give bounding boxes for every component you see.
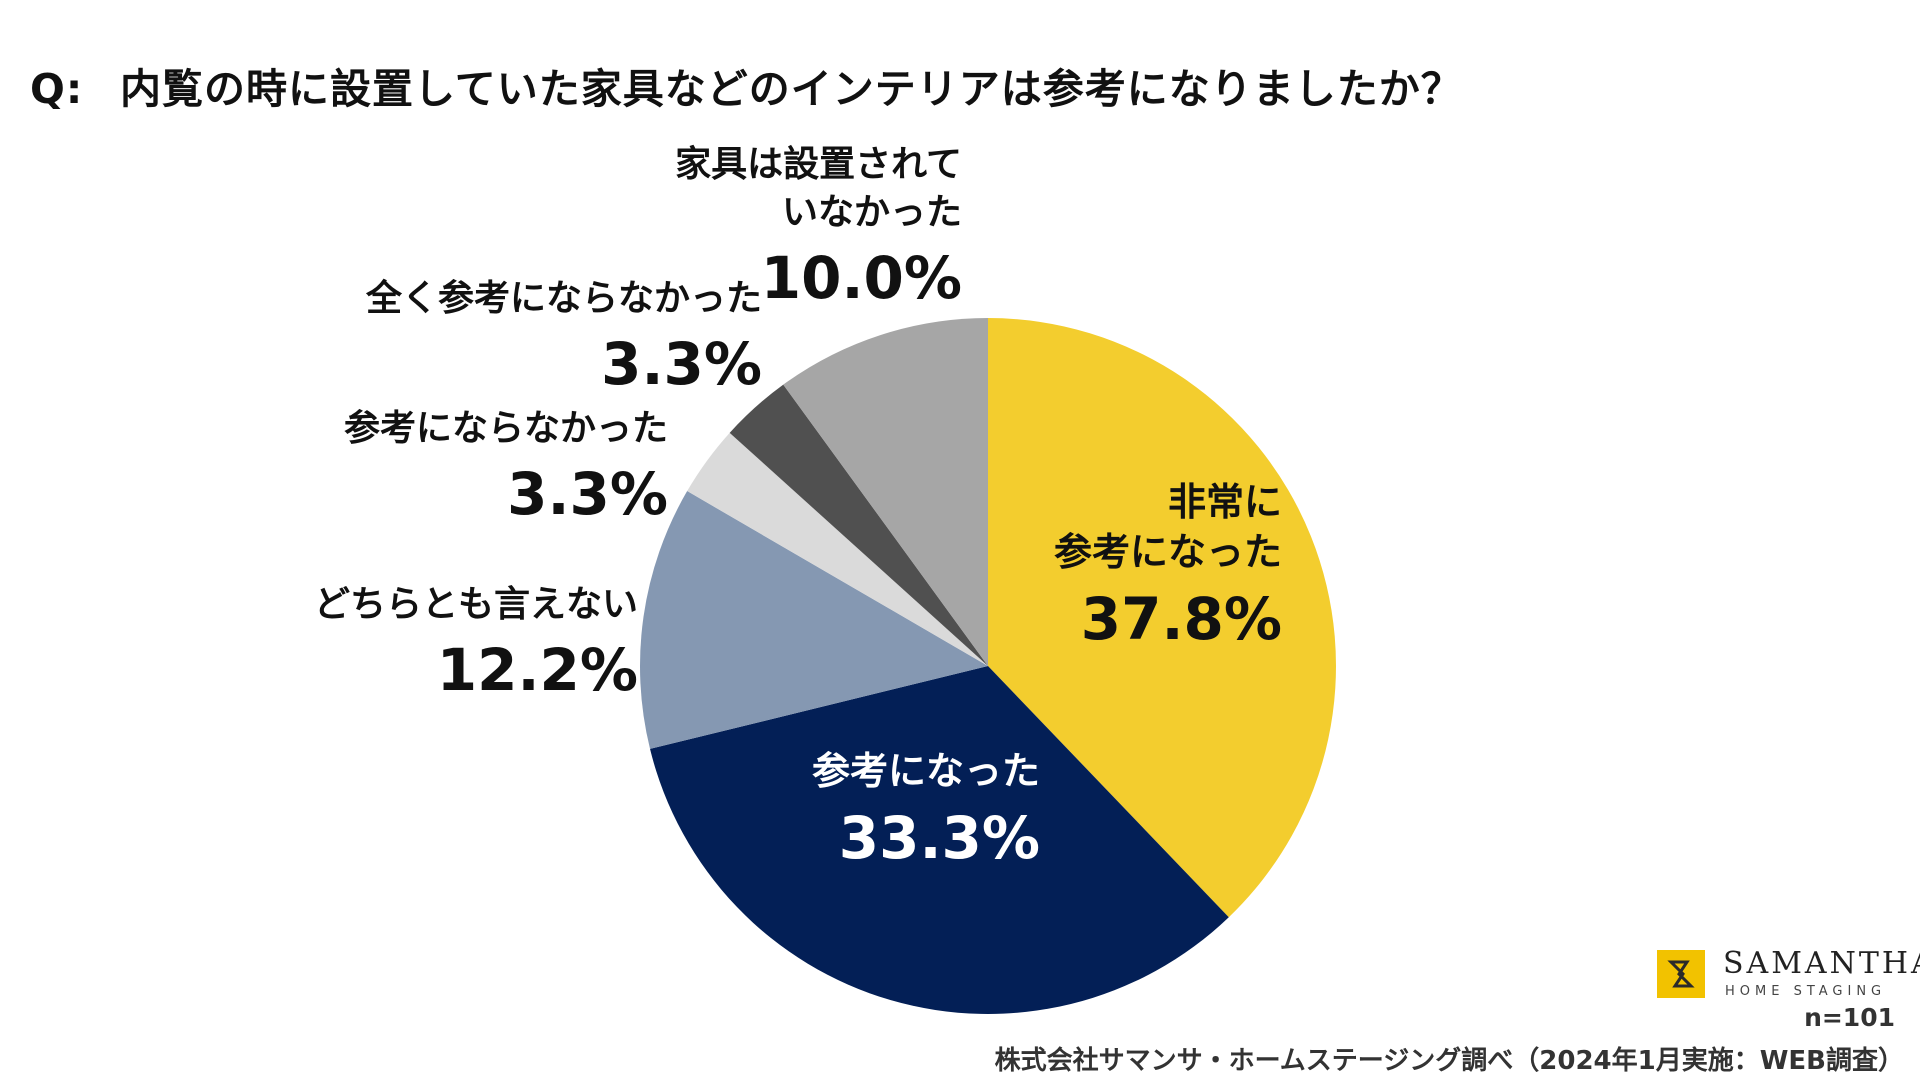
slice-label-1-line-0: 参考になった: [812, 749, 1040, 793]
slice-label-0-line-0: 非常に: [1168, 480, 1282, 524]
slice-label-5-line-1: いなかった: [782, 192, 962, 233]
slice-value-4: 3.3%: [601, 330, 762, 398]
slice-label-0-line-1: 参考になった: [1054, 530, 1282, 574]
slice-value-0: 37.8%: [1081, 585, 1282, 653]
pie-slice-2: [639, 491, 988, 749]
sample-size: n=101: [1804, 1003, 1895, 1032]
pie-slices: [639, 318, 1336, 1014]
pie-slice-1: [650, 666, 1229, 1014]
source-note: 株式会社サマンサ・ホームステージング調べ（2024年1月実施：WEB調査）: [994, 1046, 1904, 1076]
pie-slice-5: [783, 318, 988, 666]
slice-label-4-line-0: 全く参考にならなかった: [365, 277, 762, 319]
slice-value-2: 12.2%: [437, 636, 638, 704]
logo-mark-icon: [1657, 950, 1705, 998]
slice-label-2-line-0: どちらとも言えない: [314, 584, 638, 625]
logo-subtitle: HOME STAGING: [1725, 984, 1887, 999]
samantha-logo: SAMANTHA HOME STAGING: [1657, 946, 1920, 1000]
pie-slice-0: [988, 318, 1336, 918]
question-text: 内覧の時に設置していた家具などのインテリアは参考になりましたか？: [120, 65, 1463, 113]
slice-label-5-line-0: 家具は設置されて: [675, 144, 962, 185]
slice-value-5: 10.0%: [761, 244, 962, 312]
pie-slice-3: [687, 432, 988, 666]
question-prefix: Q:: [30, 65, 84, 113]
logo-name: SAMANTHA: [1723, 946, 1920, 981]
slice-value-1: 33.3%: [839, 804, 1040, 872]
pie-slice-4: [729, 384, 988, 666]
slice-label-3-line-0: 参考にならなかった: [344, 408, 668, 449]
question-title: Q: 内覧の時に設置していた家具などのインテリアは参考になりましたか？: [30, 55, 1463, 115]
slice-value-3: 3.3%: [507, 460, 668, 528]
